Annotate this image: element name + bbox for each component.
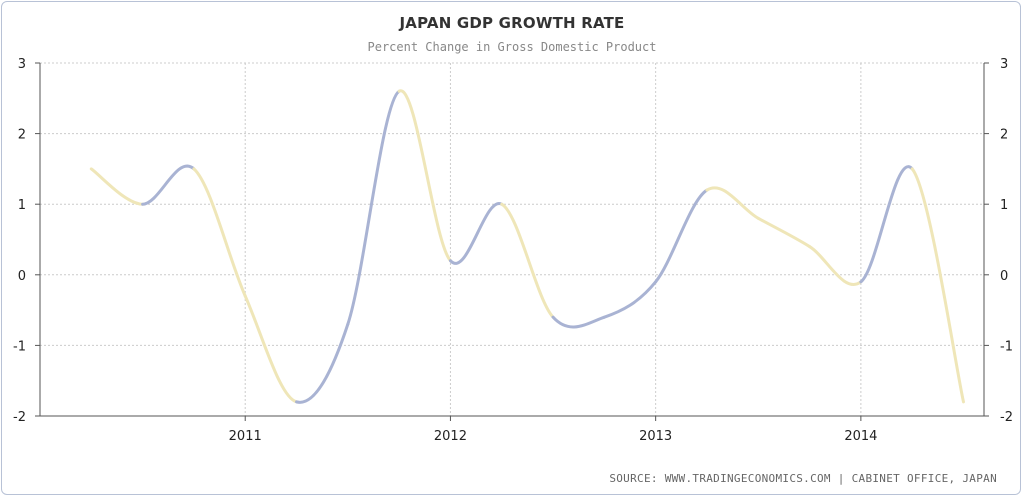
y-tick-label-left: 3 (18, 57, 26, 72)
line-segment-falling (89, 167, 145, 206)
chart-title: JAPAN GDP GROWTH RATE (399, 14, 625, 32)
y-tick-label-left: 1 (18, 198, 26, 213)
line-segment-falling (500, 202, 555, 319)
x-tick-label: 2012 (434, 429, 467, 444)
line-segment-rising (141, 164, 196, 206)
chart-axes (35, 62, 989, 421)
y-tick-label-left: 0 (18, 269, 26, 284)
line-segment-falling (808, 245, 863, 286)
x-axis: 2011 2012 2013 2014 (229, 429, 878, 444)
x-tick-label: 2011 (229, 429, 262, 444)
y-tick-label-right: 2 (1000, 128, 1008, 143)
line-segment-rising (448, 202, 504, 265)
line-segment-rising (859, 165, 914, 284)
y-axis-left: 3 2 1 0 -1 -2 (13, 57, 26, 425)
line-segment-rising (346, 89, 401, 326)
x-tick-label: 2014 (844, 429, 877, 444)
y-tick-label-left: -2 (13, 410, 26, 425)
line-segment-rising (295, 322, 350, 404)
y-tick-label-left: 2 (18, 128, 26, 143)
source-note: SOURCE: WWW.TRADINGECONOMICS.COM | CABIN… (609, 472, 997, 485)
line-segment-rising (654, 188, 709, 284)
y-tick-label-right: -1 (1000, 339, 1013, 354)
y-tick-label-right: 0 (1000, 269, 1008, 284)
y-tick-label-left: -1 (13, 339, 26, 354)
line-segment-falling (756, 216, 812, 249)
grid-lines (40, 62, 984, 416)
chart-subtitle: Percent Change in Gross Domestic Product (367, 40, 657, 54)
y-axis-right: 3 2 1 0 -1 -2 (1000, 57, 1013, 425)
line-segment-rising (551, 315, 606, 329)
y-tick-label-right: -2 (1000, 410, 1013, 425)
line-segment-falling (397, 89, 452, 263)
line-segment-falling (243, 294, 299, 404)
x-tick-label: 2013 (639, 429, 672, 444)
gdp-series-line (89, 89, 965, 404)
line-segment-falling (192, 167, 247, 298)
line-segment-falling (705, 186, 760, 220)
line-segment-falling (910, 167, 965, 404)
line-segment-rising (602, 280, 658, 319)
y-tick-label-right: 3 (1000, 57, 1008, 72)
y-tick-label-right: 1 (1000, 198, 1008, 213)
